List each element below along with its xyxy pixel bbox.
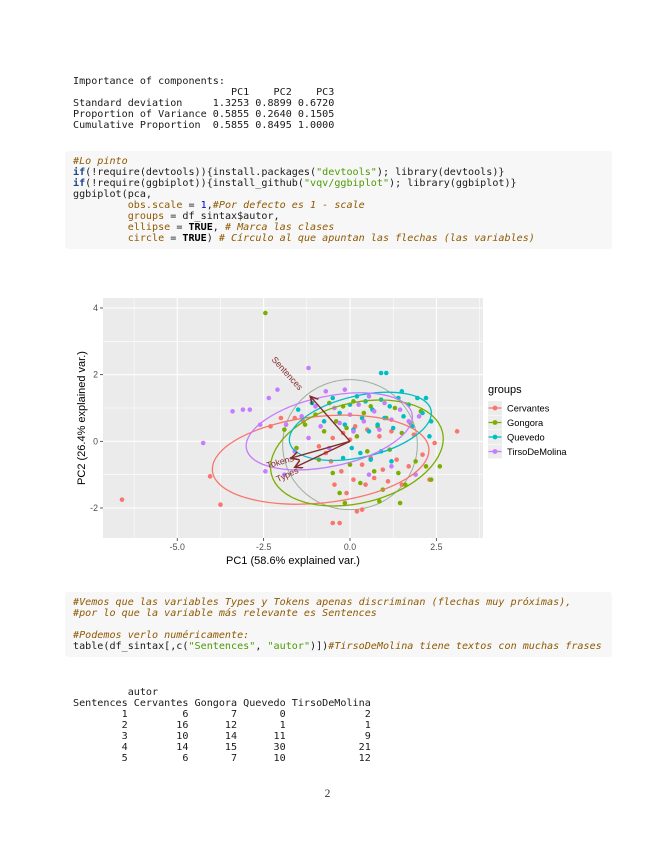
axes: -5.0 -2.5 0.0 2.5 -2 0 2 4 PC1 (58.6% explained … bbox=[76, 303, 443, 567]
svg-text:0: 0 bbox=[93, 436, 98, 446]
svg-text:-5.0: -5.0 bbox=[170, 542, 185, 552]
code-line: #Vemos que las variables Types y Tokens … bbox=[73, 597, 572, 608]
code-line: if(!require(devtools)){install.packages(… bbox=[73, 167, 505, 178]
code-line: #Lo pinto bbox=[73, 156, 128, 167]
svg-text:0.0: 0.0 bbox=[344, 542, 356, 552]
pca-summary-output: Importance of components: PC1 PC2 PC3 St… bbox=[73, 76, 335, 131]
code-line bbox=[73, 619, 604, 630]
code-line: ellipse = TRUE, # Marca las clases bbox=[127, 222, 335, 233]
unit-circle bbox=[282, 379, 418, 511]
code-line: table(df_sintax[,c("Sentences", "autor")… bbox=[73, 641, 602, 652]
sentences-table-output: autor Sentences Cervantes Gongora Queved… bbox=[73, 687, 371, 764]
group-ellipses bbox=[211, 391, 444, 507]
code-line: circle = TRUE) # Círculo al que apuntan … bbox=[127, 233, 535, 244]
legend-label: TirsoDeMolina bbox=[507, 447, 567, 457]
code-line: ggbiplot(pca, bbox=[73, 189, 153, 200]
svg-text:2.5: 2.5 bbox=[430, 542, 442, 552]
page-number: 2 bbox=[324, 788, 331, 800]
code-line: groups = df_sintax$autor, bbox=[127, 211, 280, 222]
y-axis-title: PC2 (26.4% explained var.) bbox=[76, 351, 88, 485]
legend: groups Cervantes Gongora Quevedo TirsoDeMoli… bbox=[488, 384, 567, 459]
svg-text:-2: -2 bbox=[90, 503, 98, 513]
code-line: if(!require(ggbiplot)){install_github("v… bbox=[73, 178, 517, 189]
points-TirsoDeMolina bbox=[200, 365, 422, 477]
svg-text:2: 2 bbox=[93, 370, 98, 380]
grid-lines bbox=[103, 298, 483, 538]
code-line: #por lo que la variable más relevante es… bbox=[73, 608, 377, 619]
code-block-ggbiplot: #Lo pinto if(!require(devtools)){install.… bbox=[65, 151, 612, 249]
code-block-table: #Vemos que las variables Types y Tokens … bbox=[65, 592, 612, 657]
legend-label: Gongora bbox=[507, 418, 544, 428]
code-line: #Podemos verlo numéricamente: bbox=[73, 630, 250, 641]
legend-title: groups bbox=[488, 384, 522, 396]
legend-label: Cervantes bbox=[507, 403, 550, 413]
svg-text:4: 4 bbox=[93, 303, 98, 313]
legend-label: Quevedo bbox=[507, 432, 545, 442]
x-axis-title: PC1 (58.6% explained var.) bbox=[226, 555, 360, 567]
svg-text:-2.5: -2.5 bbox=[256, 542, 271, 552]
code-line: obs.scale = 1,#Por defecto es 1 - scale bbox=[127, 200, 365, 211]
